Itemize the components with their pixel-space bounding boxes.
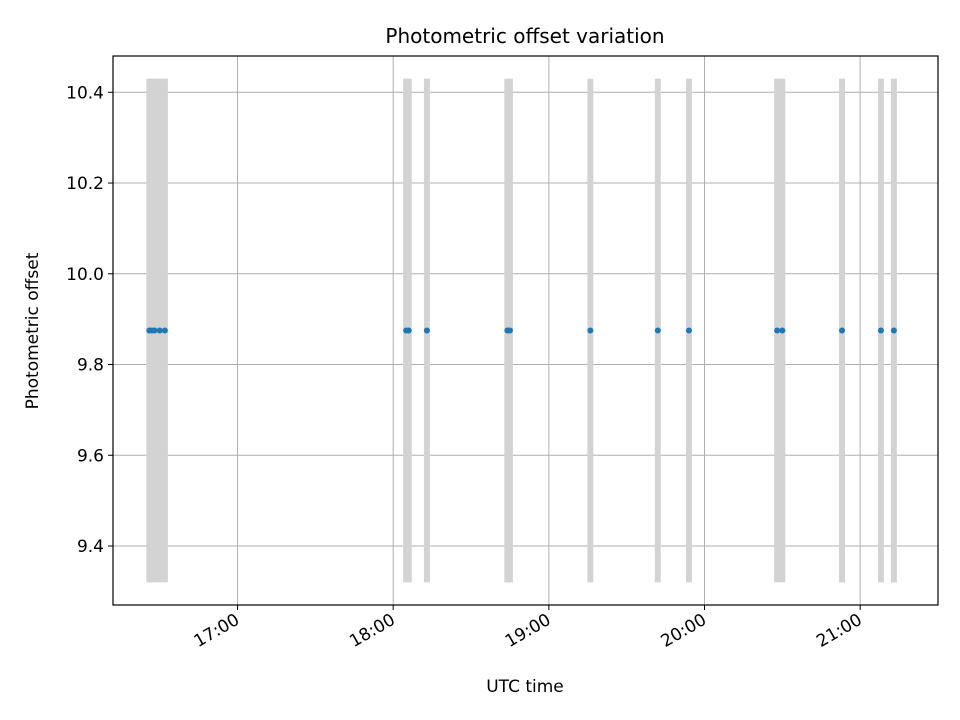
data-point [779,327,786,334]
data-point [405,327,412,334]
data-point [587,327,594,334]
x-axis-title: UTC time [486,677,564,697]
grid-layer [113,56,938,605]
y-tick-label: 10.2 [66,174,104,194]
y-tick-label: 9.4 [77,537,104,557]
data-point [161,327,168,334]
data-point [506,327,513,334]
chart-title: Photometric offset variation [385,24,664,48]
data-point [654,327,661,334]
y-axis-title: Photometric offset [23,252,43,409]
data-point [890,327,897,334]
y-tick-label: 10.4 [66,83,104,103]
data-point [839,327,846,334]
data-point [423,327,430,334]
data-point [685,327,692,334]
y-tick-label: 10.0 [66,265,104,285]
data-point [151,327,158,334]
y-tick-label: 9.6 [77,446,104,466]
y-tick-label: 9.8 [77,356,104,376]
data-point [156,327,163,334]
data-point [774,327,781,334]
plot-frame [112,55,939,606]
data-point [877,327,884,334]
point-layer [146,327,897,334]
